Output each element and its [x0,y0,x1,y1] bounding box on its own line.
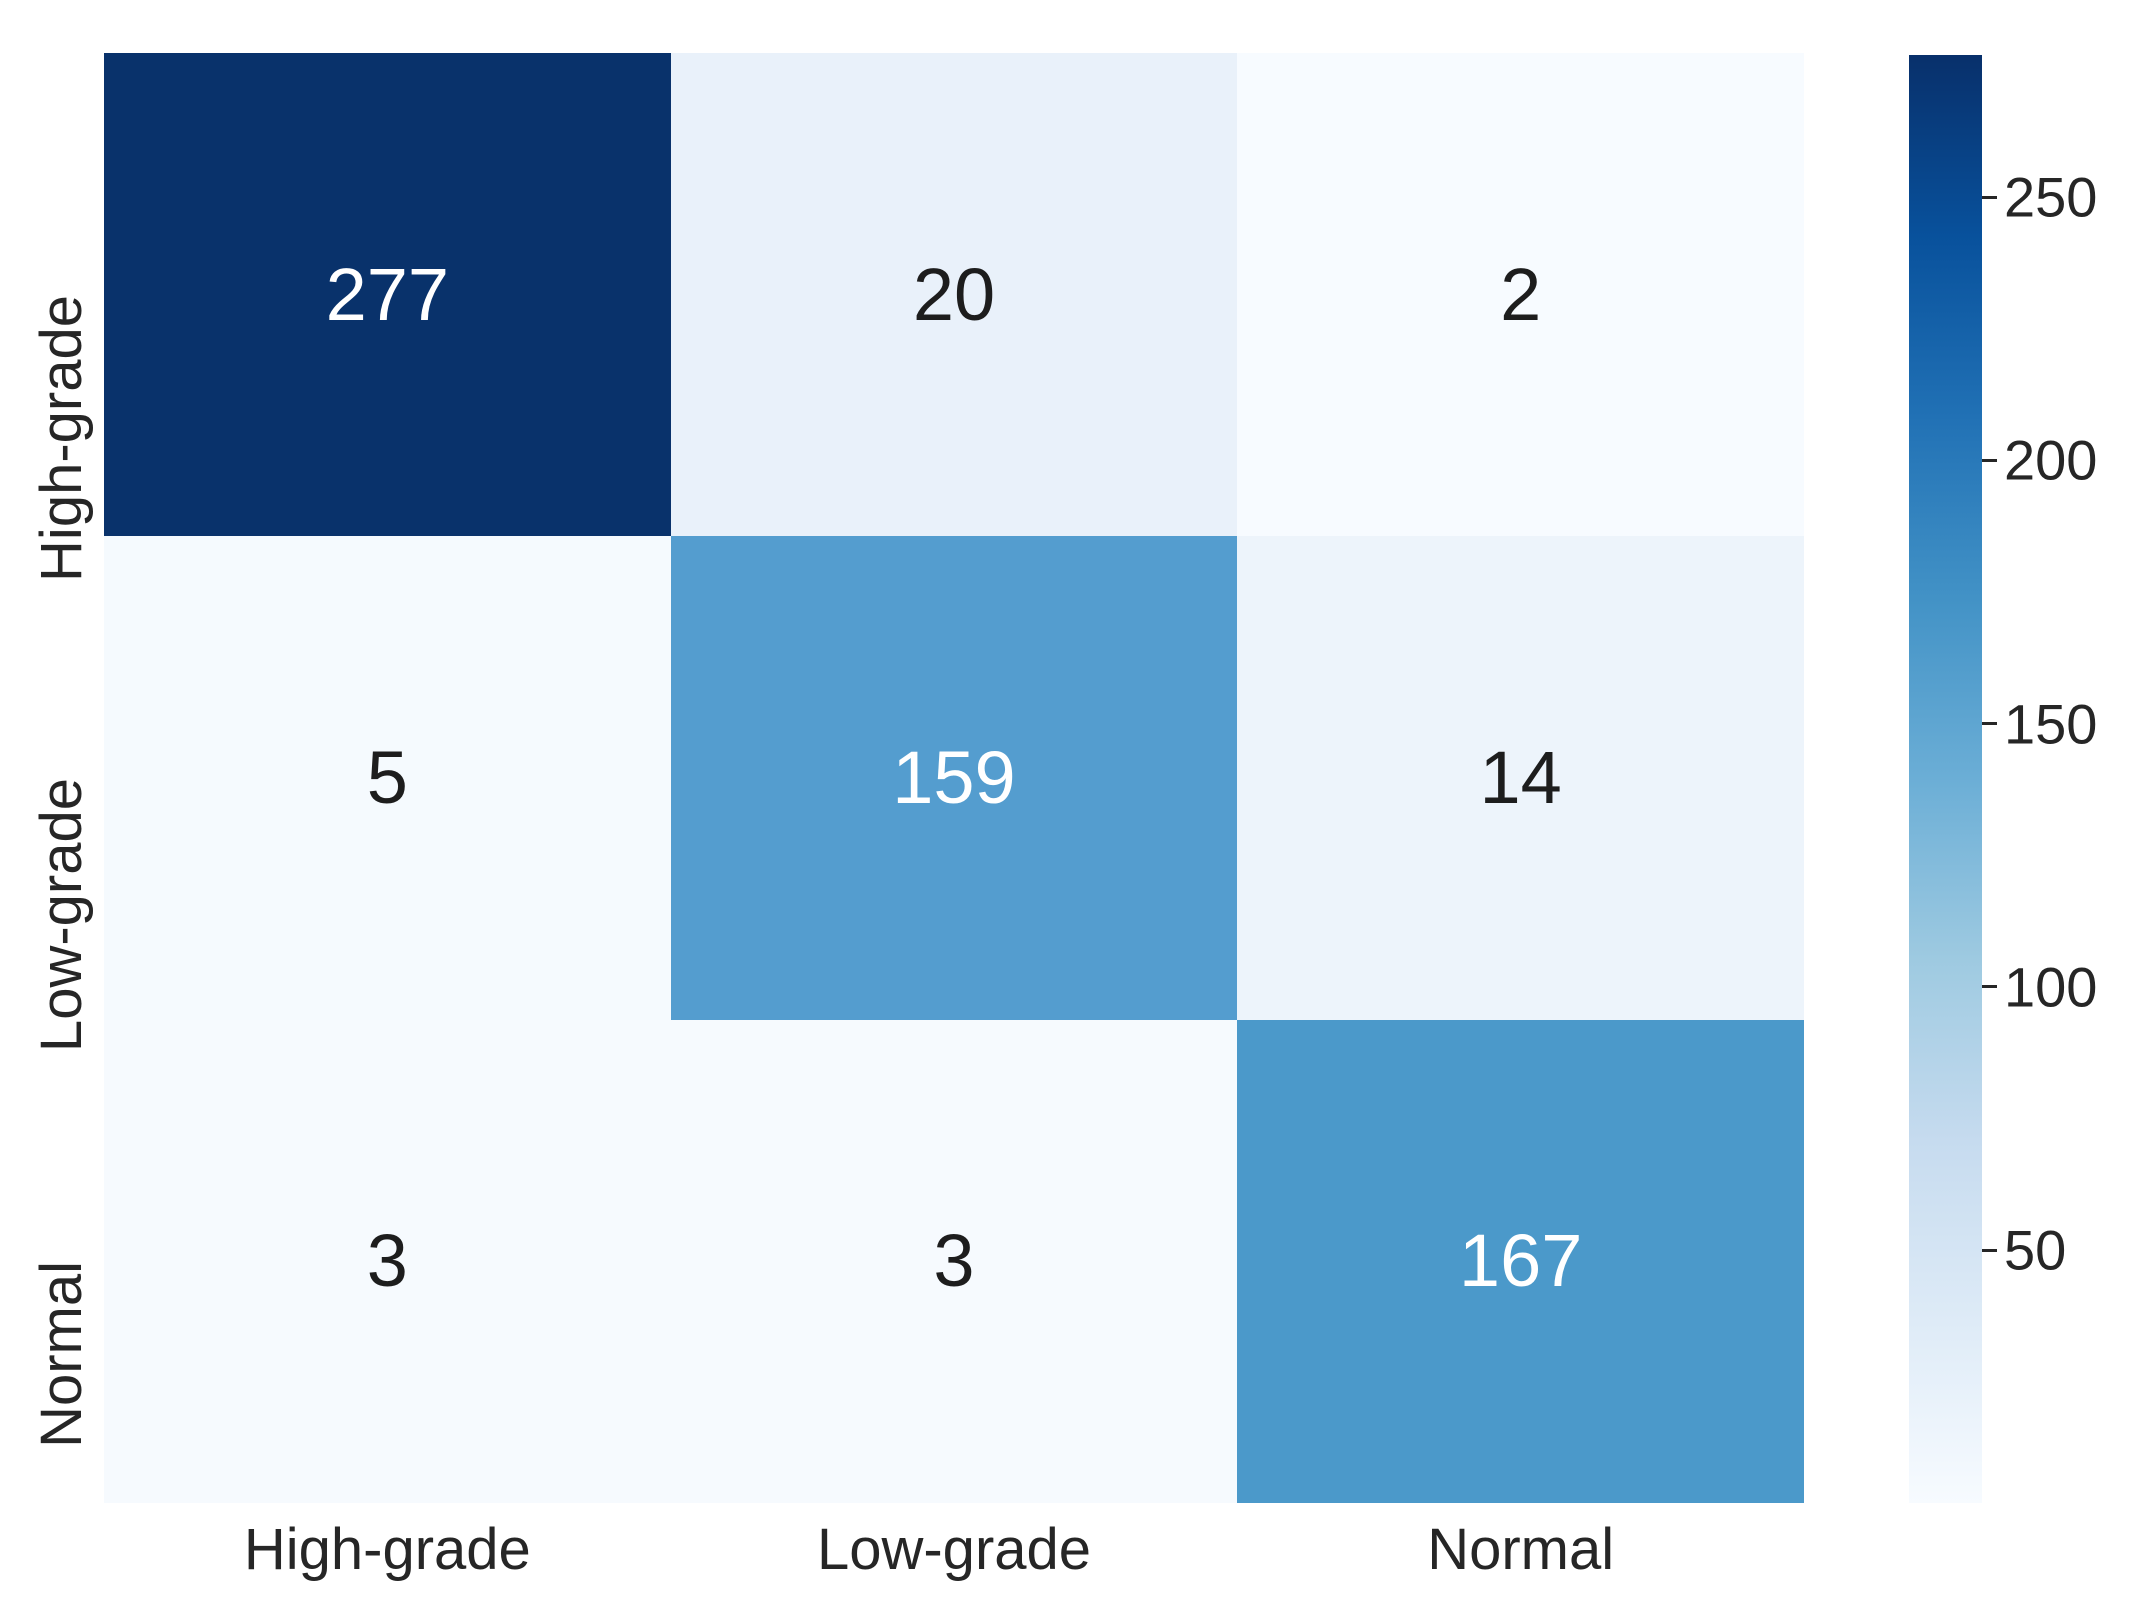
colorbar-tick-label: 100 [2004,955,2098,1019]
cell-value: 2 [1500,252,1542,336]
heatmap-cell: 14 [1237,536,1804,1020]
colorbar-tick-mark [1982,1248,1997,1252]
cell-value: 277 [325,252,450,336]
colorbar-tick-mark [1982,195,1997,199]
y-tick-label: Normal [29,1261,94,1449]
x-tick-label: Normal [1427,1517,1615,1582]
colorbar-tick-mark [1982,985,1997,989]
cell-value: 14 [1479,735,1562,819]
colorbar-tick-mark [1982,458,1997,462]
cell-value: 167 [1458,1219,1583,1303]
heatmap-cell: 5 [104,536,671,1020]
y-tick-label: Low-grade [29,778,94,1053]
cell-value: 3 [366,1219,408,1303]
heatmap-cell: 277 [104,53,671,537]
cell-value: 3 [933,1219,975,1303]
heatmap-cell: 2 [1237,53,1804,537]
colorbar-tick-label: 50 [2004,1218,2067,1282]
cell-value: 159 [892,735,1016,819]
heatmap-cell: 20 [670,53,1238,537]
colorbar-gradient [1909,55,1982,1503]
x-tick-label: High-grade [243,1517,531,1582]
colorbar-tick-label: 150 [2004,692,2098,756]
colorbar-tick-label: 250 [2004,165,2098,229]
colorbar-tick-label: 200 [2004,428,2098,492]
heatmap-cell: 3 [104,1019,671,1503]
heatmap-cell: 159 [670,536,1238,1020]
heatmap-cell: 167 [1237,1019,1804,1503]
cell-value: 20 [912,252,996,336]
y-tick-label: High-grade [29,294,94,582]
heatmap-cell: 3 [670,1019,1238,1503]
cell-value: 5 [366,735,408,819]
x-tick-label: Low-grade [816,1517,1092,1582]
heatmap-grid: 277 20 2 5 159 14 3 3 167 [104,53,1804,1503]
colorbar-tick-mark [1982,722,1997,726]
